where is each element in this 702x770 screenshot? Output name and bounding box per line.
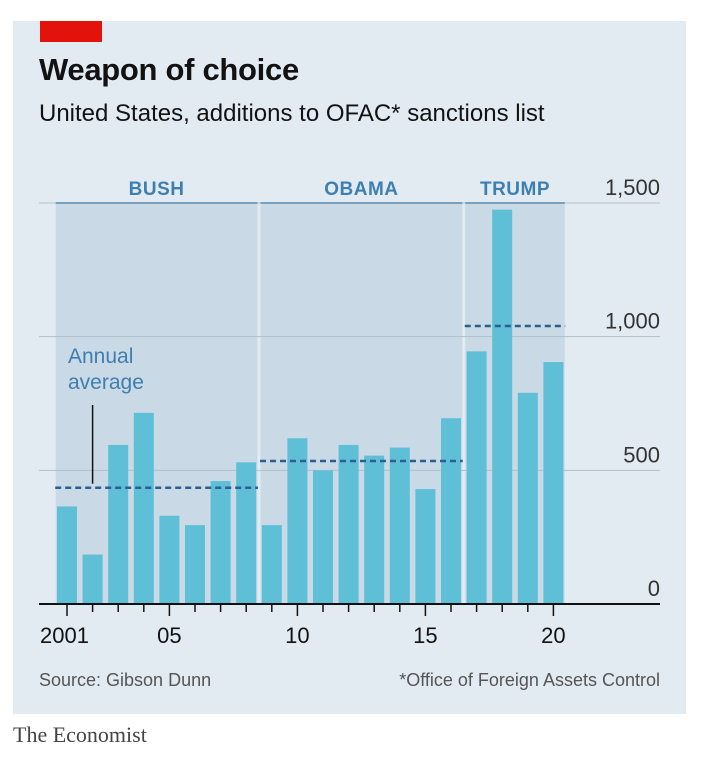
x-tick-label: 15 — [413, 623, 437, 648]
footnote: *Office of Foreign Assets Control — [399, 670, 660, 690]
bar-2016 — [441, 418, 461, 604]
y-tick-label: 0 — [648, 576, 660, 601]
bar-2006 — [185, 525, 205, 604]
x-tick-label: 10 — [285, 623, 309, 648]
x-tick-label: 05 — [157, 623, 181, 648]
bar-2011 — [313, 470, 333, 604]
bar-2009 — [261, 525, 282, 604]
y-tick-label: 1,500 — [605, 175, 660, 200]
period-label-trump: TRUMP — [480, 179, 550, 200]
x-tick-label: 20 — [541, 623, 565, 648]
y-tick-label: 500 — [623, 442, 660, 467]
bar-2015 — [415, 489, 436, 604]
publisher-logo: The Economist — [13, 722, 147, 747]
bar-2002 — [82, 554, 103, 604]
bar-2010 — [287, 438, 308, 604]
y-tick-label: 1,000 — [605, 309, 660, 334]
bar-2018 — [492, 209, 513, 604]
bar-2001 — [57, 506, 77, 604]
bar-2017 — [466, 351, 487, 604]
x-tick-label: 2001 — [40, 623, 89, 648]
bar-2019 — [517, 392, 538, 604]
period-label-bush: BUSH — [129, 179, 185, 200]
brand-red-tag — [40, 21, 102, 42]
bar-2014 — [389, 447, 410, 604]
bar-2003 — [108, 444, 129, 604]
chart-subtitle: United States, additions to OFAC* sancti… — [39, 100, 545, 127]
bar-2013 — [364, 455, 385, 604]
chart-title: Weapon of choice — [39, 52, 299, 87]
annotation-label-line1: Annual — [68, 345, 133, 368]
source-note: Source: Gibson Dunn — [39, 670, 212, 690]
bar-2020 — [543, 362, 564, 604]
bar-2005 — [159, 515, 180, 604]
annotation-label-line2: average — [68, 371, 144, 394]
bar-2007 — [210, 481, 231, 604]
bar-2004 — [133, 412, 154, 604]
period-label-obama: OBAMA — [324, 179, 398, 200]
bar-2008 — [236, 462, 257, 604]
bar-2012 — [338, 444, 359, 604]
